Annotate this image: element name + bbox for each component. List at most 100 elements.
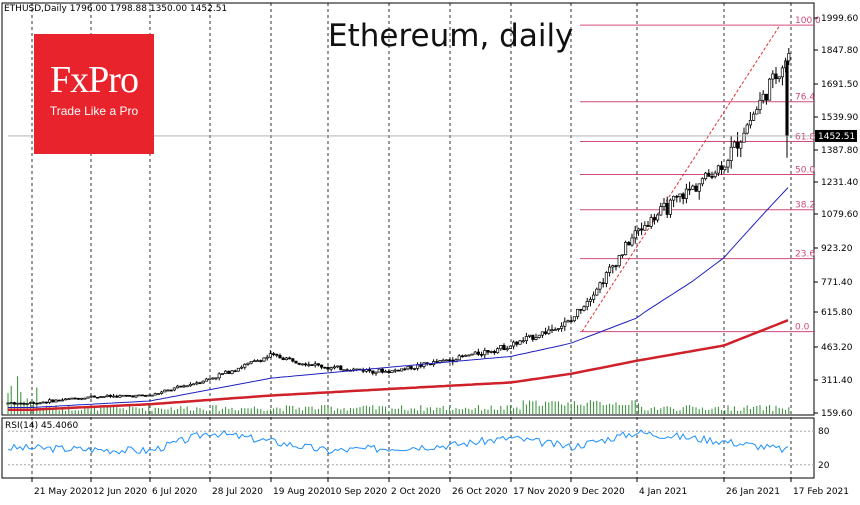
- candle-body: [640, 228, 644, 231]
- candle-body: [105, 394, 109, 397]
- candle-body: [252, 360, 256, 363]
- candle-body: [329, 367, 333, 370]
- candle-body: [179, 385, 183, 388]
- price-tick-label: 1999.60: [821, 14, 858, 24]
- candle-body: [752, 113, 756, 121]
- price-tick-label: 311.40: [821, 376, 853, 386]
- candle-body: [480, 353, 484, 356]
- date-tick-label: 2 Oct 2020: [391, 487, 441, 497]
- candle-body: [764, 93, 768, 101]
- candle-body: [476, 351, 480, 355]
- candle-body: [294, 360, 298, 364]
- candle-body: [636, 228, 640, 232]
- candle-body: [256, 360, 260, 362]
- logo-tagline: Trade Like a Pro: [49, 104, 139, 118]
- rsi-pane-frame: [1, 417, 815, 479]
- candle-body: [288, 357, 292, 360]
- candle-body: [268, 353, 272, 358]
- candle-body: [80, 397, 84, 400]
- date-tick-label: 12 Jun 2020: [93, 487, 147, 497]
- candle-body: [96, 396, 100, 399]
- candle-body: [377, 368, 381, 373]
- candle-body: [406, 366, 410, 370]
- candle-body: [774, 73, 778, 80]
- candle-body: [172, 387, 176, 391]
- candle-body: [464, 354, 468, 357]
- candle-body: [755, 109, 759, 115]
- candle-body: [144, 395, 148, 397]
- candle-body: [505, 348, 509, 351]
- candle-body: [492, 351, 496, 354]
- candle-body: [656, 214, 660, 221]
- candle-body: [134, 394, 138, 398]
- candle-body: [99, 396, 103, 398]
- candle-body: [742, 132, 746, 143]
- candle-body: [521, 340, 525, 343]
- candle-body: [771, 73, 775, 80]
- candle-body: [166, 389, 170, 392]
- candle-body: [83, 397, 87, 400]
- candle-body: [150, 394, 154, 397]
- rsi-line: [7, 429, 789, 455]
- candle-body: [608, 266, 612, 273]
- candle-body: [108, 394, 112, 397]
- candle-body: [700, 178, 704, 185]
- candle-body: [227, 370, 231, 374]
- candle-body: [307, 364, 311, 366]
- candle-body: [540, 331, 544, 336]
- date-tick-label: 9 Dec 2020: [573, 487, 625, 497]
- date-tick-label: 21 May 2020: [34, 487, 93, 497]
- candle-body: [67, 398, 71, 401]
- candle-body: [224, 370, 228, 374]
- date-tick-label: 26 Jan 2021: [726, 487, 780, 497]
- candle-body: [400, 368, 404, 372]
- candle-body: [579, 308, 583, 311]
- candle-body: [553, 329, 557, 331]
- candle-body: [582, 306, 586, 311]
- candle-body: [16, 402, 20, 405]
- candle-body: [284, 357, 288, 360]
- price-tick-label: 1387.80: [821, 146, 858, 156]
- candle-body: [195, 382, 199, 385]
- current-price-label: 1452.51: [818, 132, 855, 142]
- candle-body: [547, 329, 551, 334]
- candle-body: [467, 354, 471, 357]
- candle-body: [240, 366, 244, 369]
- candle-body: [444, 359, 448, 362]
- candle-body: [342, 369, 346, 372]
- candle-body: [368, 369, 372, 372]
- candle-body: [723, 166, 727, 170]
- candle-body: [220, 373, 224, 375]
- candle-body: [675, 195, 679, 198]
- candle-body: [192, 383, 196, 386]
- candle-body: [390, 370, 394, 373]
- candle-body: [595, 288, 599, 296]
- candle-body: [393, 369, 397, 372]
- candle-body: [262, 357, 266, 362]
- date-tick-label: 17 Nov 2020: [513, 487, 571, 497]
- candle-body: [569, 320, 573, 323]
- candle-body: [438, 360, 442, 363]
- candle-body: [198, 382, 202, 385]
- candle-body: [694, 185, 698, 192]
- candle-body: [550, 329, 554, 331]
- candle-body: [153, 393, 157, 396]
- candle-body: [710, 176, 714, 178]
- candle-body: [483, 350, 487, 356]
- candle-body: [473, 351, 477, 355]
- candle-body: [275, 353, 279, 356]
- candle-body: [92, 395, 96, 398]
- candle-body: [713, 172, 717, 178]
- fxpro-logo: FxPro Trade Like a Pro: [34, 34, 154, 154]
- candle-body: [537, 334, 541, 338]
- candle-body: [460, 355, 464, 358]
- candle-body: [643, 225, 647, 231]
- candle-body: [592, 294, 596, 300]
- ma-blue-line: [8, 187, 789, 408]
- fib-level-label: 38.2: [795, 201, 815, 211]
- candle-body: [531, 334, 535, 340]
- current-price-box: [815, 129, 857, 142]
- candle-body: [48, 399, 52, 403]
- candle-body: [44, 401, 48, 404]
- candle-body: [512, 341, 516, 347]
